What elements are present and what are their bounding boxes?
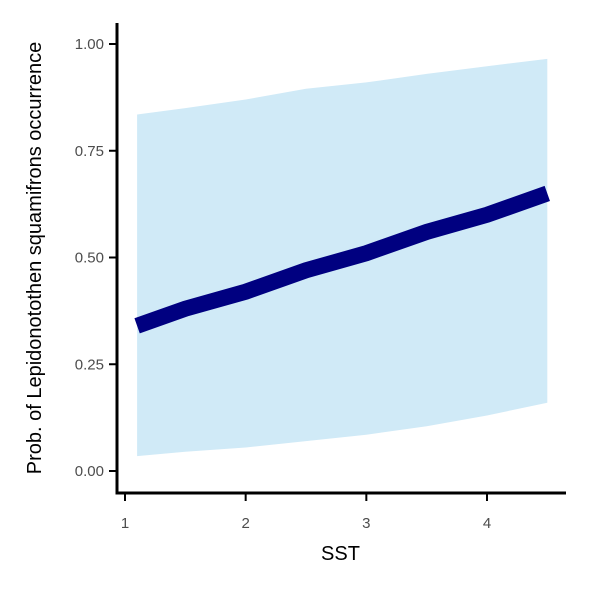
y-tick-label: 0.50 [75,250,104,267]
y-axis-title: Prob. of Lepidonotothen squamifrons occu… [24,42,46,475]
x-axis-title: SST [321,543,360,565]
fitted-line [134,185,550,334]
x-ticks: 1 2 3 4 [121,493,491,532]
y-tick-label: 0.25 [75,356,104,373]
x-tick-label: 1 [121,515,129,532]
y-tick-label: 1.00 [75,36,104,53]
y-tick-label: 0.00 [75,463,104,480]
y-ticks: 0.00 0.25 0.50 0.75 1.00 [75,36,117,480]
y-tick-label: 0.75 [75,143,104,160]
x-tick-label: 3 [362,515,370,532]
x-tick-label: 2 [241,515,249,532]
x-tick-label: 4 [483,515,491,532]
